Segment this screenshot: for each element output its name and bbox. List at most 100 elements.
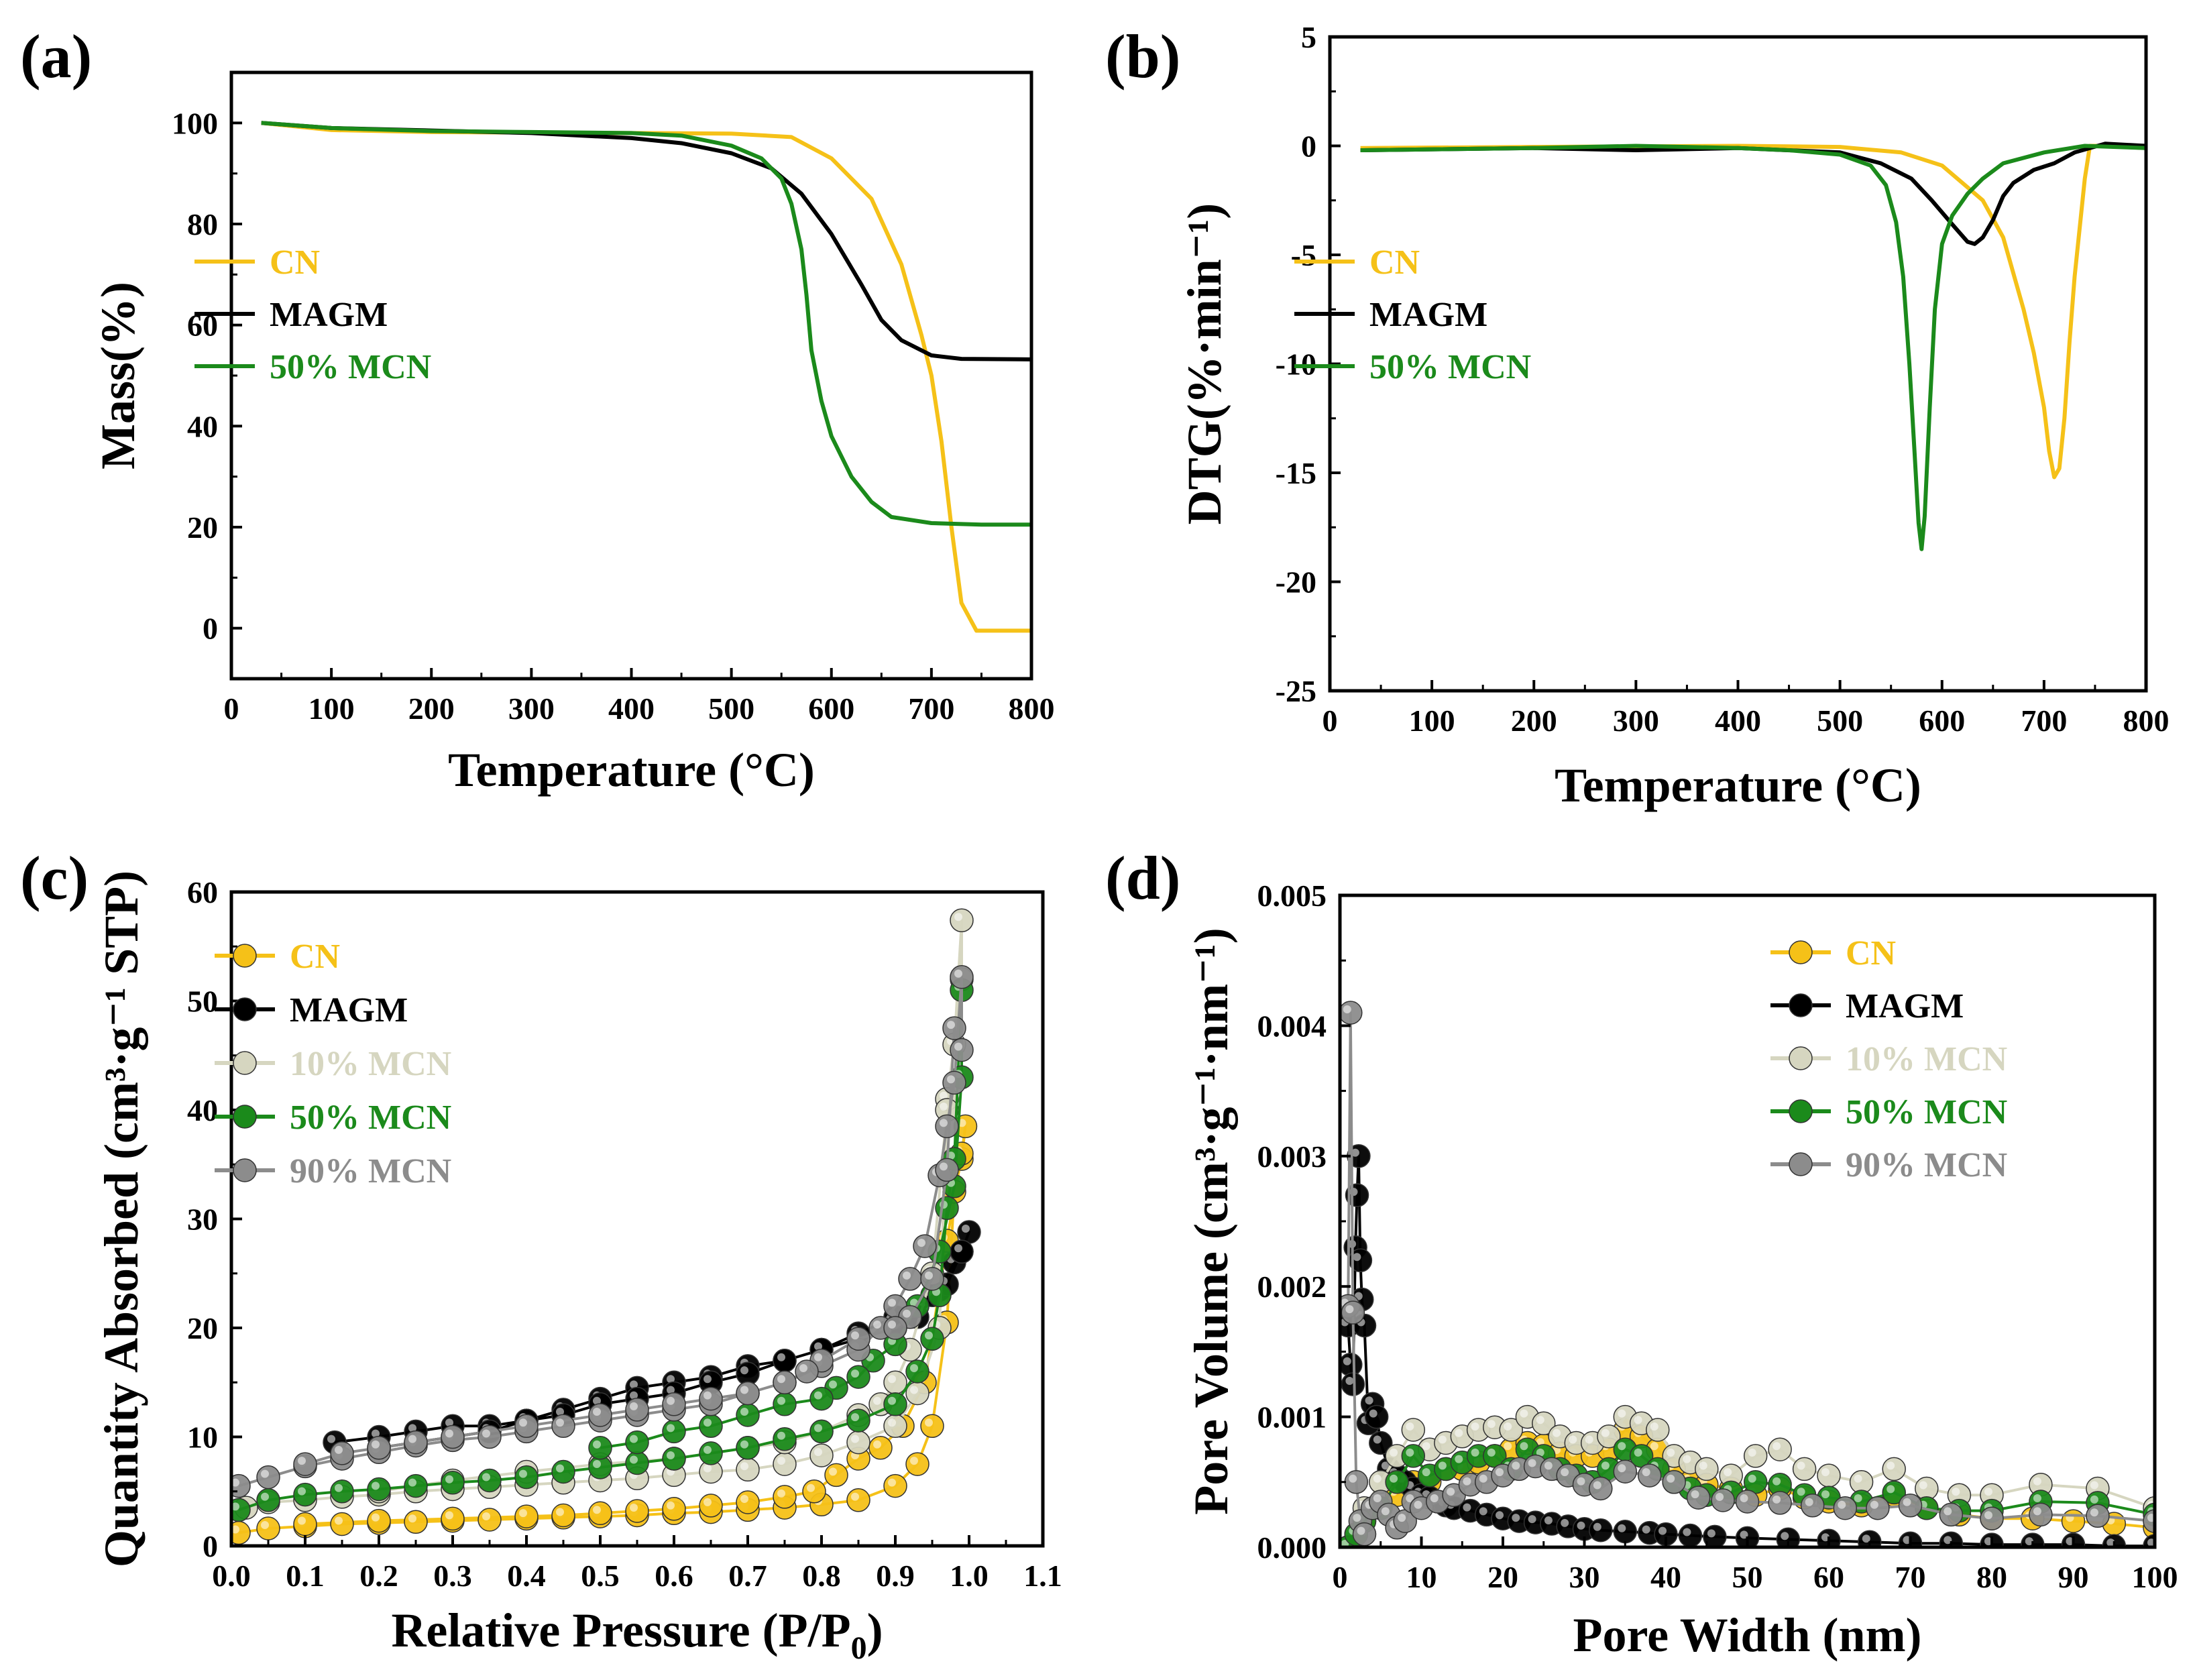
series-line-cn (1360, 144, 2146, 480)
data-point-highlight (298, 1457, 306, 1465)
y-tick-label: 0.004 (1257, 1009, 1327, 1043)
data-point-highlight (1772, 1442, 1781, 1451)
legend-label-magm: MAGM (1846, 987, 1964, 1025)
x-tick-label: 700 (908, 691, 954, 726)
data-point-highlight (940, 1091, 948, 1100)
data-point-50-mcn (662, 1419, 686, 1444)
legend-label-cn: CN (1369, 243, 1420, 282)
data-point-highlight (814, 1424, 822, 1433)
data-point-90-mcn (935, 1114, 959, 1139)
data-point-highlight (1683, 1455, 1691, 1463)
x-tick-label: 400 (1715, 704, 1761, 738)
legend: CN MAGM 50% MCN (194, 243, 431, 386)
y-axis-title: Quantity Absorbed (cm³·g⁻¹ STP) (95, 871, 148, 1567)
data-point-highlight (1748, 1474, 1756, 1483)
data-point-cn (256, 1516, 280, 1541)
data-point-90-mcn (898, 1267, 922, 1291)
data-point-highlight (925, 1271, 933, 1280)
y-tick-label: 80 (187, 207, 218, 241)
data-point-highlight (903, 1271, 911, 1280)
data-point-50-mcn (935, 1196, 959, 1221)
data-point-90-mcn (1866, 1496, 1890, 1520)
data-point-highlight (940, 1103, 948, 1111)
x-tick-label: 0.6 (655, 1559, 693, 1593)
x-tick-label: 70 (1895, 1560, 1926, 1594)
data-point-90-mcn (1800, 1494, 1825, 1518)
legend-label-90-mcn: 90% MCN (1846, 1146, 2007, 1184)
data-point-highlight (1373, 1474, 1382, 1483)
data-point-highlight (917, 1239, 925, 1247)
x-tick-label: 0.0 (212, 1559, 251, 1593)
data-point-highlight (888, 1375, 896, 1384)
data-point-highlight (777, 1375, 785, 1384)
data-point-90-mcn (1686, 1486, 1711, 1510)
data-point-50-mcn (699, 1441, 723, 1465)
series-line-magm (1360, 142, 2146, 246)
data-point-highlight (888, 1298, 896, 1307)
data-point-highlight (1463, 1477, 1471, 1486)
legend-label-cn: CN (1846, 934, 1896, 972)
series-layer (1360, 142, 2146, 551)
data-point-highlight (261, 1492, 269, 1501)
data-point-highlight (1373, 1435, 1382, 1444)
x-tick-label: 0 (1333, 1560, 1348, 1594)
y-tick-label: 20 (187, 510, 218, 545)
data-point-highlight (630, 1455, 638, 1464)
data-point-highlight (947, 1021, 955, 1029)
data-point-highlight (1544, 1516, 1553, 1524)
data-point-highlight (1903, 1498, 1911, 1506)
data-point-90-mcn (477, 1424, 502, 1449)
legend-marker-magm (233, 997, 257, 1021)
data-point-highlight (954, 913, 962, 921)
data-point-highlight (1365, 1396, 1373, 1405)
data-point-highlight (1512, 1514, 1520, 1522)
data-point-highlight (888, 1418, 896, 1427)
data-point-highlight (799, 1364, 807, 1372)
data-point-highlight (703, 1498, 712, 1506)
x-tick-label: 40 (1650, 1560, 1681, 1594)
data-point-highlight (1406, 1422, 1414, 1431)
data-point-highlight (261, 1469, 269, 1478)
data-point-highlight (1642, 1468, 1650, 1477)
data-point-highlight (1536, 1448, 1544, 1457)
data-point-highlight (873, 1396, 881, 1405)
x-tick-label: 600 (808, 691, 854, 726)
data-point-highlight (519, 1509, 527, 1518)
data-point-50-mcn (404, 1473, 428, 1498)
y-tick-label: -20 (1276, 565, 1316, 600)
data-point-90-mcn (1980, 1506, 2004, 1530)
data-point-highlight (814, 1448, 822, 1457)
data-point-highlight (482, 1512, 490, 1520)
data-point-highlight (519, 1418, 527, 1427)
data-point-highlight (1455, 1455, 1463, 1463)
x-tick-label: 500 (708, 691, 754, 726)
y-tick-label: 0.000 (1257, 1530, 1327, 1565)
legend: CN MAGM 10% MCN 50% MCN 90% MCN (215, 938, 451, 1190)
data-point-highlight (1821, 1490, 1830, 1499)
data-point-highlight (1520, 1409, 1528, 1418)
data-point-highlight (1854, 1474, 1862, 1483)
y-tick-label: 0 (203, 1529, 218, 1563)
data-point-highlight (667, 1451, 675, 1459)
data-point-90-mcn (699, 1386, 723, 1411)
data-point-magm (1589, 1518, 1613, 1543)
series-line-50-mcn (261, 121, 1031, 527)
data-point-cn (588, 1501, 612, 1526)
data-point-highlight (1390, 1448, 1398, 1457)
legend-label-50-mcn: 50% MCN (270, 348, 431, 386)
data-point-50-mcn (256, 1488, 280, 1512)
data-point-highlight (947, 1075, 955, 1084)
data-point-highlight (1353, 1253, 1361, 1262)
data-point-highlight (1561, 1468, 1569, 1477)
data-point-highlight (910, 1386, 918, 1394)
data-point-highlight (1618, 1464, 1626, 1473)
panel-label: (b) (1105, 22, 1180, 91)
data-point-highlight (667, 1396, 675, 1405)
data-point-highlight (777, 1353, 785, 1361)
data-point-highlight (962, 1225, 970, 1233)
data-point-cn (367, 1508, 391, 1533)
data-point-highlight (1797, 1461, 1805, 1470)
data-point-highlight (1772, 1477, 1781, 1486)
data-point-highlight (1343, 1357, 1351, 1365)
data-point-highlight (630, 1435, 638, 1443)
